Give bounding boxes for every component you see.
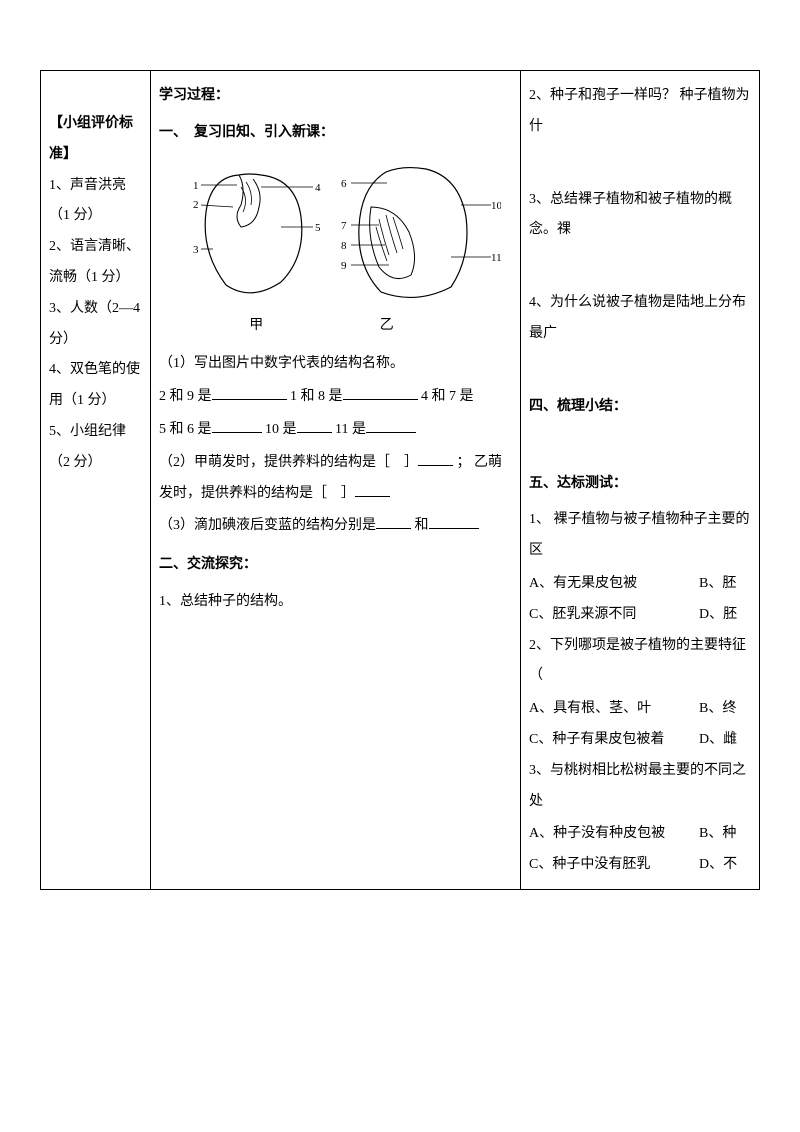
section-5-title: 五、达标测试： xyxy=(529,469,751,500)
eval-heading: 【小组评价标准】 xyxy=(49,109,142,171)
label-3: 3 xyxy=(193,244,199,256)
section-4-title: 四、梳理小结： xyxy=(529,392,751,423)
diagram-jia: 1 2 3 4 5 xyxy=(171,157,321,307)
label-11: 11 xyxy=(491,252,501,264)
q2-line: （2）甲萌发时，提供养料的结构是［ ］ ； 乙萌发时，提供养料的结构是［ ］ xyxy=(159,448,512,510)
label-10: 10 xyxy=(491,200,501,212)
middle-column: 学习过程： 一、 复习旧知、引入新课： 1 2 3 4 5 xyxy=(151,71,521,889)
q1-line2: 2 和 9 是 1 和 8 是 4 和 7 是 xyxy=(159,382,512,413)
label-5: 5 xyxy=(315,222,321,234)
section-2-title: 二、交流探究： xyxy=(159,550,512,581)
diagram-caption-row: 甲 乙 xyxy=(159,311,512,342)
diagram-yi: 6 7 8 9 10 11 xyxy=(331,157,501,307)
seed-diagrams: 1 2 3 4 5 6 7 xyxy=(159,157,512,307)
label-1: 1 xyxy=(193,180,199,192)
label-9: 9 xyxy=(341,260,347,272)
worksheet-table: 【小组评价标准】 1、声音洪亮（1 分） 2、语言清晰、流畅（1 分） 3、人数… xyxy=(40,70,760,890)
test-q1-row1: A、有无果皮包被 B、胚 xyxy=(529,569,751,600)
label-4: 4 xyxy=(315,182,321,194)
right-column: 2、种子和孢子一样吗？ 种子植物为什 3、总结裸子植物和被子植物的概念。祼 4、… xyxy=(521,71,759,889)
right-q2: 2、种子和孢子一样吗？ 种子植物为什 xyxy=(529,81,751,143)
eval-item: 5、小组纪律（2 分） xyxy=(49,417,142,479)
eval-item: 2、语言清晰、流畅（1 分） xyxy=(49,232,142,294)
label-7: 7 xyxy=(341,220,347,232)
q1-prompt: （1）写出图片中数字代表的结构名称。 xyxy=(159,349,512,380)
test-q2-row2: C、种子有果皮包被着 D、雌 xyxy=(529,725,751,756)
caption-yi: 乙 xyxy=(380,311,394,342)
test-q2-row1: A、具有根、茎、叶 B、终 xyxy=(529,694,751,725)
test-q3-row1: A、种子没有种皮包被 B、种 xyxy=(529,819,751,850)
eval-item: 3、人数（2—4 分） xyxy=(49,294,142,356)
process-title: 学习过程： xyxy=(159,81,512,112)
test-q2: 2、下列哪项是被子植物的主要特征（ xyxy=(529,631,751,693)
left-column: 【小组评价标准】 1、声音洪亮（1 分） 2、语言清晰、流畅（1 分） 3、人数… xyxy=(41,71,151,889)
test-q1-row2: C、胚乳来源不同 D、胚 xyxy=(529,600,751,631)
right-q3: 3、总结裸子植物和被子植物的概念。祼 xyxy=(529,185,751,247)
test-q3: 3、与桃树相比松树最主要的不同之处 xyxy=(529,756,751,818)
label-2: 2 xyxy=(193,199,199,211)
q1-line3: 5 和 6 是 10 是 11 是 xyxy=(159,415,512,446)
sec2-q1: 1、总结种子的结构。 xyxy=(159,587,512,618)
test-q3-row2: C、种子中没有胚乳 D、不 xyxy=(529,850,751,881)
label-8: 8 xyxy=(341,240,347,252)
eval-item: 1、声音洪亮（1 分） xyxy=(49,171,142,233)
label-6: 6 xyxy=(341,178,347,190)
q3-line: （3）滴加碘液后变蓝的结构分别是 和 xyxy=(159,511,512,542)
right-q4: 4、为什么说被子植物是陆地上分布最广 xyxy=(529,288,751,350)
section-1-title: 一、 复习旧知、引入新课： xyxy=(159,118,512,149)
caption-jia: 甲 xyxy=(249,311,263,342)
test-q1: 1、 裸子植物与被子植物种子主要的区 xyxy=(529,505,751,567)
eval-item: 4、双色笔的使用（1 分） xyxy=(49,355,142,417)
